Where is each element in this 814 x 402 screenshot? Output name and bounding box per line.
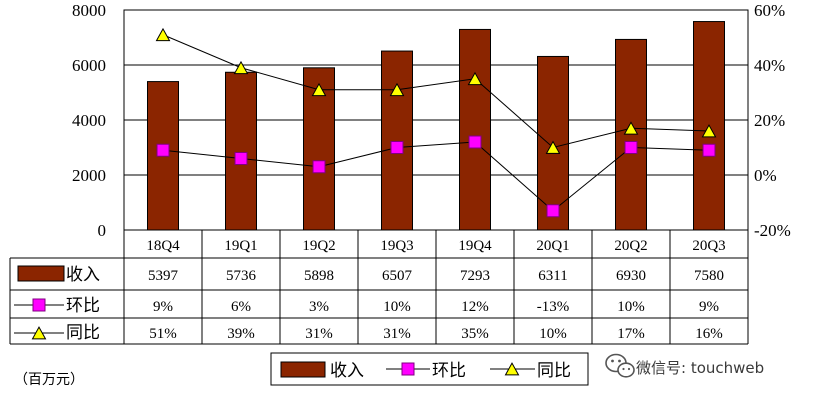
table-cell: 6311 <box>538 268 567 284</box>
legend-label-yoy: 同比 <box>537 361 571 381</box>
table-cell: 6507 <box>382 268 413 284</box>
bar-19Q4 <box>459 28 491 231</box>
mom-point-19Q1 <box>234 152 248 165</box>
table-cell: 5736 <box>226 268 257 284</box>
mom-point-19Q3 <box>390 141 404 154</box>
y-right-tick-label: 0% <box>754 166 777 185</box>
legend-label-mom: 环比 <box>432 361 466 381</box>
yoy-point-20Q3 <box>701 124 717 138</box>
category-label: 19Q3 <box>380 238 413 254</box>
table-cell: 3% <box>309 299 329 315</box>
category-label: 19Q2 <box>302 238 335 254</box>
y-left-tick-label: 6000 <box>72 56 106 75</box>
row-label-revenue: 收入 <box>66 265 100 285</box>
category-label: 20Q1 <box>536 238 569 254</box>
bar-20Q2 <box>615 38 647 231</box>
category-label: 19Q4 <box>458 238 492 254</box>
table-cell: 16% <box>695 326 723 342</box>
table-cell: 10% <box>383 299 411 315</box>
row-label-mom: 环比 <box>66 296 100 316</box>
yoy-point-20Q2 <box>623 121 639 135</box>
table-cell: 6% <box>231 299 251 315</box>
table-cell: 5898 <box>304 268 334 284</box>
legend-marker-mom <box>401 362 415 376</box>
category-label: 19Q1 <box>224 238 257 254</box>
table-cell: 35% <box>461 326 489 342</box>
yoy-point-20Q1 <box>545 140 561 154</box>
axes: 0 2000 4000 6000 8000 -20% 0% 20% 40% 60% <box>72 1 791 240</box>
table-cell: 31% <box>383 326 411 342</box>
y-left-tick-label: 2000 <box>72 166 106 185</box>
legend-label-revenue: 收入 <box>330 361 364 381</box>
mom-point-19Q2 <box>312 160 326 174</box>
y-right-tick-label: 40% <box>754 56 785 75</box>
bar-19Q1 <box>225 71 257 231</box>
y-left-tick-label: 8000 <box>72 1 106 20</box>
category-label: 20Q2 <box>614 238 647 254</box>
category-label: 18Q4 <box>146 238 180 254</box>
y-right-tick-label: 60% <box>754 1 785 20</box>
table-cell: 12% <box>461 299 489 315</box>
row-swatch-revenue <box>17 265 65 282</box>
y-right-tick-label: 20% <box>754 111 785 130</box>
yoy-point-19Q4 <box>467 71 483 86</box>
table-cell: 7293 <box>460 268 490 284</box>
y-left-tick-label: 4000 <box>72 111 106 130</box>
mom-point-18Q4 <box>156 143 170 157</box>
yoy-point-19Q1 <box>233 60 249 75</box>
row-label-yoy: 同比 <box>66 323 100 343</box>
row-marker-mom <box>32 298 46 312</box>
gridlines <box>124 9 748 231</box>
table-cell: -13% <box>537 299 570 315</box>
category-label: 20Q3 <box>692 238 725 254</box>
table-cell: 51% <box>149 326 177 342</box>
revenue-bars <box>147 21 725 231</box>
legend-marker-yoy <box>504 362 520 376</box>
table-cell: 5397 <box>148 268 179 284</box>
mom-point-20Q2 <box>624 141 638 154</box>
table-cell: 10% <box>539 326 567 342</box>
mom-point-20Q1 <box>546 204 560 218</box>
table-cell: 9% <box>699 299 719 315</box>
table-cell: 9% <box>153 299 173 315</box>
watermark-text: 微信号: touchweb <box>636 359 764 377</box>
table-cell: 10% <box>617 299 645 315</box>
y-left-tick-label: 0 <box>98 221 107 240</box>
wechat-icon <box>605 353 635 378</box>
watermark: 微信号: touchweb <box>605 353 764 378</box>
yoy-point-18Q4 <box>155 27 171 42</box>
yoy-point-19Q3 <box>389 82 405 97</box>
table-cell: 6930 <box>616 268 646 284</box>
table-cell: 7580 <box>694 268 724 284</box>
unit-note: （百万元） <box>14 372 84 388</box>
row-marker-yoy <box>31 326 47 340</box>
table-cell: 31% <box>305 326 333 342</box>
table-cell: 39% <box>227 326 255 342</box>
yoy-line <box>162 34 710 149</box>
y-right-tick-label: -20% <box>754 221 791 240</box>
mom-line <box>162 141 710 212</box>
mom-point-20Q3 <box>702 143 716 157</box>
mom-point-19Q4 <box>468 135 482 149</box>
percent-lines <box>155 27 717 218</box>
table-cell: 17% <box>617 326 645 342</box>
yoy-point-19Q2 <box>311 82 327 97</box>
bar-19Q3 <box>381 50 413 231</box>
legend-swatch-revenue <box>280 361 326 378</box>
legend: 收入 环比 同比 <box>270 352 589 386</box>
